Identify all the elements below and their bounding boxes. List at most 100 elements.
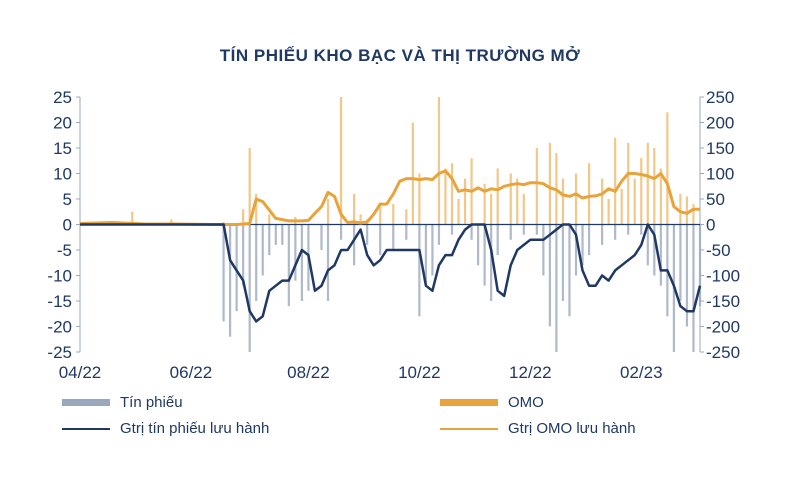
bar-tin-phieu (555, 224, 558, 352)
legend-item-tin-phieu: Tín phiếu (62, 394, 183, 411)
y-tick-left-label: -10 (47, 267, 72, 286)
bar-omo (170, 219, 173, 225)
bar-tin-phieu (522, 224, 525, 235)
bar-omo (339, 97, 343, 225)
legend-item-tin-phieu-luu-hanh: Gtrị tín phiếu lưu hành (62, 420, 269, 437)
line-tin-phieu-luu-hanh (80, 223, 702, 323)
bar-omo (666, 112, 669, 225)
bar-tin-phieu (509, 224, 512, 240)
bar-tin-phieu (366, 224, 369, 245)
bar-omo (607, 199, 610, 225)
bar-omo (640, 158, 643, 225)
bar-tin-phieu (470, 224, 473, 240)
bar-omo (659, 168, 662, 225)
bar-omo (587, 163, 591, 225)
bar-omo (633, 178, 636, 225)
bar-omo (405, 209, 408, 225)
bar-omo (535, 148, 538, 225)
bar-tin-phieu (261, 224, 264, 276)
bar-omo (490, 193, 493, 225)
chart-title: TÍN PHIẾU KHO BẠC VÀ THỊ TRƯỜNG MỞ (219, 46, 581, 65)
legend-swatch-tin-phieu-luu-hanh (62, 427, 110, 430)
bar-tin-phieu (627, 224, 630, 235)
legend-item-omo-luu-hanh: Gtrị OMO lưu hành (440, 420, 636, 437)
bar-tin-phieu (542, 224, 545, 276)
bar-omo (483, 183, 486, 225)
bar-omo (457, 199, 460, 225)
bar-tin-phieu (320, 224, 323, 250)
y-tick-left-label: 10 (53, 165, 72, 184)
x-tick-label: 04/22 (59, 363, 102, 382)
bar-tin-phieu (339, 224, 343, 240)
bar-tin-phieu (405, 224, 408, 240)
bar-tin-phieu (255, 224, 258, 301)
y-tick-right-label: -100 (706, 267, 740, 286)
bar-omo (601, 178, 604, 225)
bar-tin-phieu (294, 224, 297, 281)
x-tick-label: 08/22 (287, 363, 330, 382)
bar-tin-phieu (601, 224, 604, 245)
y-tick-left-label: 0 (63, 216, 72, 235)
bar-omo (548, 142, 551, 225)
bar-tin-phieu (692, 224, 695, 352)
bar-omo (242, 209, 245, 225)
y-tick-left-label: -25 (47, 343, 72, 362)
bar-tin-phieu (653, 224, 656, 276)
bar-omo (326, 199, 330, 225)
bar-tin-phieu (698, 224, 702, 307)
bar-omo (614, 137, 617, 225)
bar-tin-phieu (300, 224, 303, 301)
bar-tin-phieu (431, 224, 434, 276)
bar-omo (620, 188, 623, 225)
bar-omo (379, 204, 382, 225)
bar-omo (574, 173, 578, 225)
y-tick-left-label: 15 (53, 139, 72, 158)
bar-tin-phieu (418, 224, 421, 317)
y-tick-right-label: -200 (706, 318, 740, 337)
bar-tin-phieu (477, 224, 480, 266)
legend-label-tin-phieu: Tín phiếu (120, 394, 183, 411)
bar-tin-phieu (229, 224, 232, 337)
bar-omo (522, 193, 525, 225)
bar-tin-phieu (587, 224, 591, 256)
bar-tin-phieu (685, 224, 689, 327)
x-tick-label: 10/22 (398, 363, 441, 382)
bar-omo (679, 193, 682, 225)
bar-tin-phieu (450, 224, 454, 235)
bar-omo (653, 148, 656, 225)
y-tick-right-label: 200 (706, 114, 734, 133)
y-tick-right-label: 250 (706, 88, 734, 107)
x-tick-label: 02/23 (620, 363, 663, 382)
y-tick-right-label: 150 (706, 139, 734, 158)
legend-label-omo: OMO (508, 394, 544, 411)
legend-swatch-tin-phieu (62, 399, 110, 406)
bar-omo (444, 168, 447, 225)
bar-tin-phieu (568, 224, 571, 317)
bar-tin-phieu (287, 224, 290, 307)
bar-omo (268, 214, 271, 225)
bar-omo (353, 193, 356, 225)
bar-tin-phieu (581, 224, 584, 266)
bar-omo (359, 214, 362, 225)
bar-omo (496, 168, 499, 225)
bar-tin-phieu (274, 224, 277, 245)
bar-omo (561, 178, 565, 225)
bar-tin-phieu (496, 224, 499, 256)
bar-tin-phieu (535, 224, 538, 235)
legend-swatch-omo-luu-hanh (440, 427, 498, 430)
y-tick-right-label: -150 (706, 292, 740, 311)
y-tick-left-label: -15 (47, 292, 72, 311)
bar-tin-phieu (646, 224, 649, 266)
line-omo-luu-hanh (79, 169, 700, 226)
bar-tin-phieu (392, 224, 395, 250)
bar-omo (255, 193, 258, 225)
bar-omo (131, 211, 134, 225)
bar-omo (509, 173, 512, 225)
y-tick-left-label: 5 (63, 190, 72, 209)
bar-omo (392, 204, 395, 225)
y-tick-right-label: -250 (706, 343, 740, 362)
bar-tin-phieu (490, 224, 493, 301)
bar-omo (418, 173, 421, 225)
